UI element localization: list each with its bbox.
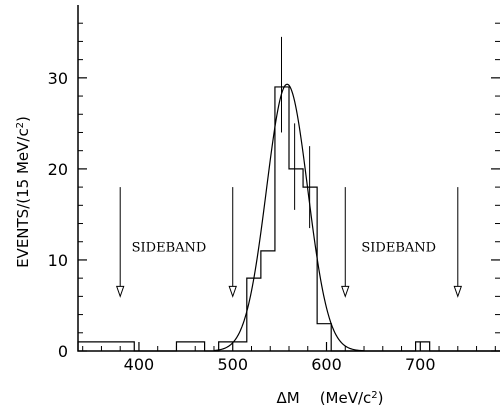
arrow-head — [453, 285, 463, 298]
y-tick-label: 20 — [48, 160, 68, 179]
histogram-bin — [416, 342, 430, 351]
histogram — [77, 86, 500, 352]
y-tick-label: 10 — [48, 251, 68, 270]
sideband-label: SIDEBAND — [361, 240, 436, 255]
arrow-head — [341, 285, 350, 298]
y-tick-label: 0 — [58, 342, 68, 361]
x-tick-label: 500 — [217, 355, 248, 374]
histogram-bin — [78, 342, 92, 351]
histogram-bin — [92, 342, 106, 351]
ticks: 400 500 600 700 0 10 20 30 — [48, 22, 500, 374]
histogram-bin — [120, 342, 134, 351]
plot-area — [77, 5, 500, 352]
x-tick-label: 600 — [311, 355, 342, 374]
y-axis-label-sup: 2 — [15, 122, 26, 128]
y-tick-label: 30 — [48, 69, 68, 88]
fit-curve-group — [213, 83, 365, 352]
y-axis-label-main: EVENTS/(15 MeV/c — [14, 128, 32, 268]
histogram-bin — [191, 342, 205, 351]
sideband-arrow — [341, 187, 350, 298]
x-axis-label-unit: (MeV/c — [320, 389, 372, 407]
sideband-arrow — [115, 187, 125, 298]
fit-curve — [213, 83, 365, 352]
histogram-line — [77, 86, 500, 352]
x-axis-label-symbol: ΔM — [276, 389, 299, 407]
x-axis-label-sup: 2 — [371, 390, 377, 401]
histogram-bin — [106, 342, 120, 351]
x-tick-label: 700 — [405, 355, 436, 374]
x-axis-label: ΔM (MeV/c2) — [276, 389, 383, 407]
histogram-bin — [247, 278, 261, 351]
histogram-bin — [261, 251, 275, 351]
histogram-bin — [289, 169, 303, 351]
histogram-bin — [317, 324, 331, 351]
histogram-bin — [233, 342, 247, 351]
plot-frame — [77, 5, 500, 352]
x-axis-label-close: ) — [378, 389, 384, 407]
sideband-arrow — [228, 187, 237, 298]
annotations: SIDEBAND SIDEBAND — [132, 240, 436, 255]
sideband-label: SIDEBAND — [132, 240, 207, 255]
y-axis-label: EVENTS/(15 MeV/c2) — [14, 116, 32, 268]
arrow-head — [115, 285, 125, 298]
x-tick-label: 400 — [124, 355, 155, 374]
sideband-arrows — [115, 187, 463, 298]
sideband-arrow — [453, 187, 463, 298]
error-bars — [280, 36, 311, 229]
histogram-bin — [176, 342, 190, 351]
arrow-head — [228, 285, 237, 298]
y-axis-label-close: ) — [14, 116, 32, 122]
